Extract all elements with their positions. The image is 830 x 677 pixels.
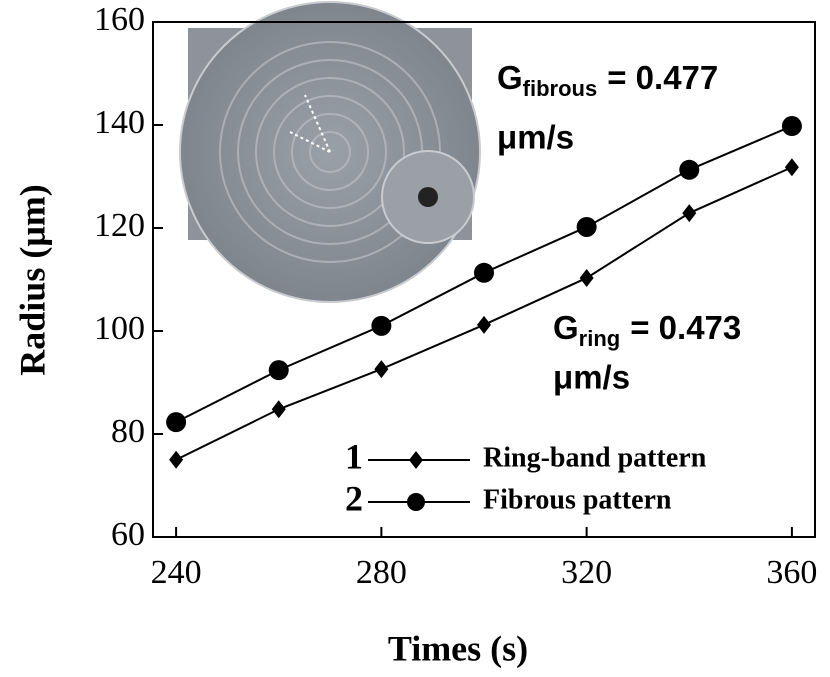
marker (679, 159, 700, 180)
annotation-unit: μm/s (497, 119, 574, 156)
legend-label-number: 1 (345, 436, 363, 476)
marker (374, 360, 389, 379)
marker (682, 204, 697, 223)
legend-label-number: 2 (345, 478, 363, 518)
y-tick-label: 60 (111, 516, 145, 553)
annotation-part: = 0.473 (630, 309, 741, 346)
annotation-part: fibrous (523, 76, 598, 101)
marker (579, 268, 594, 287)
x-tick-label: 360 (766, 554, 817, 591)
annotation-part: G (553, 309, 579, 346)
y-axis-title: Radius (μm) (12, 184, 52, 375)
marker (371, 315, 392, 336)
marker (268, 360, 289, 381)
x-tick-label: 320 (561, 554, 612, 591)
x-tick-label: 240 (151, 554, 202, 591)
y-tick-label: 100 (94, 310, 145, 347)
marker (271, 400, 286, 419)
y-tick-label: 120 (94, 207, 145, 244)
plot-frame (152, 21, 816, 538)
marker (784, 158, 799, 177)
marker (166, 412, 187, 433)
annotation-part: = 0.477 (607, 59, 718, 96)
annotation-part: G (497, 59, 523, 96)
marker (407, 493, 425, 511)
marker (781, 116, 802, 137)
x-tick-label: 280 (356, 554, 407, 591)
marker (474, 262, 494, 283)
y-tick-label: 160 (94, 1, 145, 38)
marker (409, 451, 423, 469)
annotation-unit: μm/s (553, 359, 630, 396)
marker (169, 450, 184, 469)
y-tick-label: 80 (111, 413, 145, 450)
inset-photo (180, 2, 480, 302)
marker (477, 315, 491, 334)
annotation-part: ring (579, 326, 621, 351)
x-axis-title: Times (s) (388, 628, 528, 668)
annotation: Gring = 0.473 (553, 309, 741, 351)
legend-label: Fibrous pattern (483, 484, 672, 515)
legend-label: Ring-band pattern (483, 442, 707, 473)
y-tick-label: 140 (94, 104, 145, 141)
annotation: Gfibrous = 0.477 (497, 59, 718, 101)
marker (576, 216, 597, 237)
